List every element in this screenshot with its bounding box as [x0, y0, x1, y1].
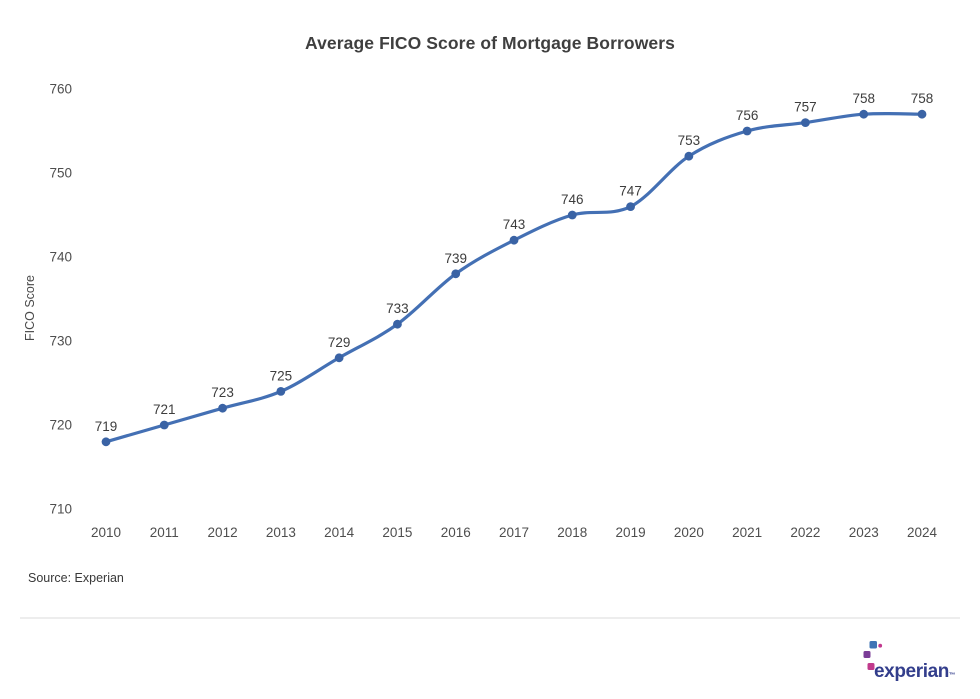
data-point-label: 725: [270, 368, 293, 383]
data-point: [801, 118, 810, 127]
experian-logo-trademark: ™: [949, 672, 956, 679]
data-point-label: 757: [794, 100, 817, 115]
x-tick-label: 2015: [382, 525, 412, 540]
chart-title: Average FICO Score of Mortgage Borrowers: [305, 33, 675, 53]
x-tick-label: 2013: [266, 525, 296, 540]
data-point-label: 746: [561, 192, 584, 207]
data-point: [393, 319, 402, 329]
data-point: [276, 387, 286, 396]
x-tick-label: 2011: [150, 525, 179, 540]
x-tick-label: 2022: [790, 525, 820, 540]
x-tick-label: 2017: [499, 525, 529, 540]
y-tick-label: 760: [49, 82, 72, 97]
experian-logo-purple-square: [863, 651, 871, 658]
data-point: [742, 126, 752, 136]
data-point-label: 747: [619, 184, 642, 199]
experian-logo-pink-square: [867, 663, 875, 670]
x-tick-label: 2012: [208, 525, 238, 540]
y-tick-label: 720: [49, 418, 72, 433]
data-point: [626, 202, 635, 212]
x-tick-label: 2018: [557, 525, 587, 540]
x-tick-label: 2016: [441, 525, 471, 540]
data-point-label: 719: [95, 419, 118, 434]
y-tick-label: 730: [49, 334, 72, 349]
x-tick-label: 2020: [674, 525, 704, 540]
data-point-label: 743: [503, 217, 526, 232]
x-tick-label: 2024: [907, 525, 938, 540]
fico-line-chart: 710 720 730 740 750 760 2010 2011 2012 2013 2014 20…: [49, 82, 938, 540]
footer-divider: [20, 617, 960, 619]
experian-logo-magenta-dot: [878, 643, 883, 648]
source-note: Source: Experian: [28, 571, 124, 585]
x-tick-label: 2021: [732, 525, 762, 540]
data-point-label: 733: [386, 301, 409, 316]
data-point: [567, 210, 577, 220]
y-axis-title: FICO Score: [23, 275, 37, 341]
y-tick-label: 750: [49, 166, 72, 181]
data-point: [218, 403, 227, 413]
data-point: [334, 353, 344, 363]
data-point-label: 756: [736, 108, 759, 123]
data-point: [684, 151, 694, 161]
experian-logo-wordmark: experian: [874, 661, 949, 682]
data-point: [859, 109, 869, 119]
x-tick-label: 2014: [324, 525, 355, 540]
data-point: [101, 437, 111, 447]
y-tick-label: 710: [49, 502, 72, 517]
data-point-label: 758: [852, 91, 875, 106]
data-point-label: 721: [153, 402, 176, 417]
data-point: [159, 420, 169, 430]
data-point-label: 753: [678, 133, 701, 148]
x-tick-label: 2019: [616, 525, 646, 540]
data-point-label: 758: [911, 91, 934, 106]
x-tick-label: 2010: [91, 525, 121, 540]
experian-logo-blue-square: [869, 641, 877, 649]
experian-logo: experian ™: [863, 641, 956, 682]
data-point: [451, 269, 461, 279]
data-point-label: 739: [444, 251, 467, 266]
y-tick-label: 740: [49, 250, 72, 265]
data-point-label: 723: [211, 385, 234, 400]
data-point: [917, 109, 927, 119]
x-tick-label: 2023: [849, 525, 879, 540]
data-point-label: 729: [328, 335, 351, 350]
data-point: [509, 235, 519, 245]
